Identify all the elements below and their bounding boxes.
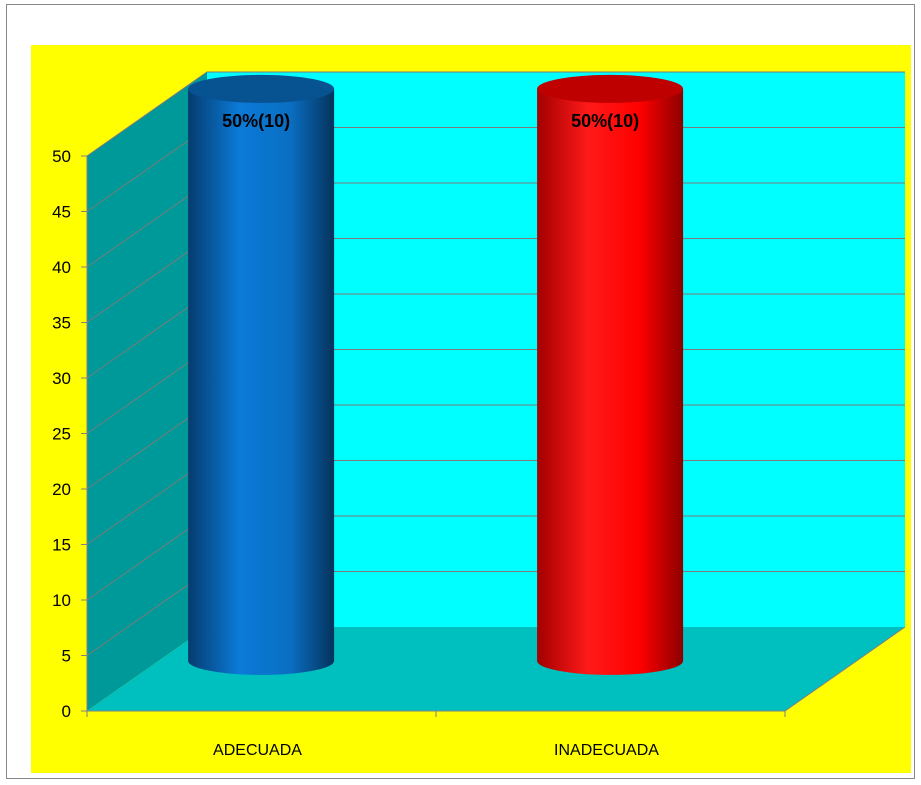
y-tick-label: 35 [52,314,71,333]
data-label: 50%(10) [222,111,290,131]
x-tick-label: ADECUADA [213,742,302,759]
y-tick-label: 20 [52,480,71,499]
y-tick-label: 30 [52,369,71,388]
y-axis-ticks: 0 5 10 15 20 25 30 35 40 45 50 [52,147,87,721]
y-tick-label: 10 [52,591,71,610]
bar-adecuada [188,74,335,675]
x-axis-ticks [86,711,786,717]
floor-front-right-edge [784,626,906,712]
x-tick-label: INADECUADA [554,742,659,759]
chart-frame: 0 5 10 15 20 25 30 35 40 45 50 50%(10) 50%(10) ADEC… [6,4,915,779]
bar-body [188,88,335,675]
bars [188,74,684,675]
bar-top [537,74,684,103]
data-label: 50%(10) [571,111,639,131]
bar-top [188,74,335,103]
bar-top-shade [188,74,335,103]
y-tick-label: 5 [62,647,71,666]
y-tick-label: 40 [52,258,71,277]
bar-body [537,88,684,675]
bar-inadecuada [537,74,684,675]
y-tick-label: 25 [52,425,71,444]
bar-top-shade [537,74,684,103]
y-tick-label: 45 [52,203,71,222]
data-labels: 50%(10) 50%(10) [222,111,639,131]
y-tick-label: 50 [52,147,71,166]
category-labels: ADECUADA INADECUADA [213,742,659,759]
y-tick-label: 15 [52,536,71,555]
chart: 0 5 10 15 20 25 30 35 40 45 50 50%(10) 50%(10) ADEC… [31,45,911,773]
gridline [86,71,905,157]
y-tick-label: 0 [62,702,71,721]
